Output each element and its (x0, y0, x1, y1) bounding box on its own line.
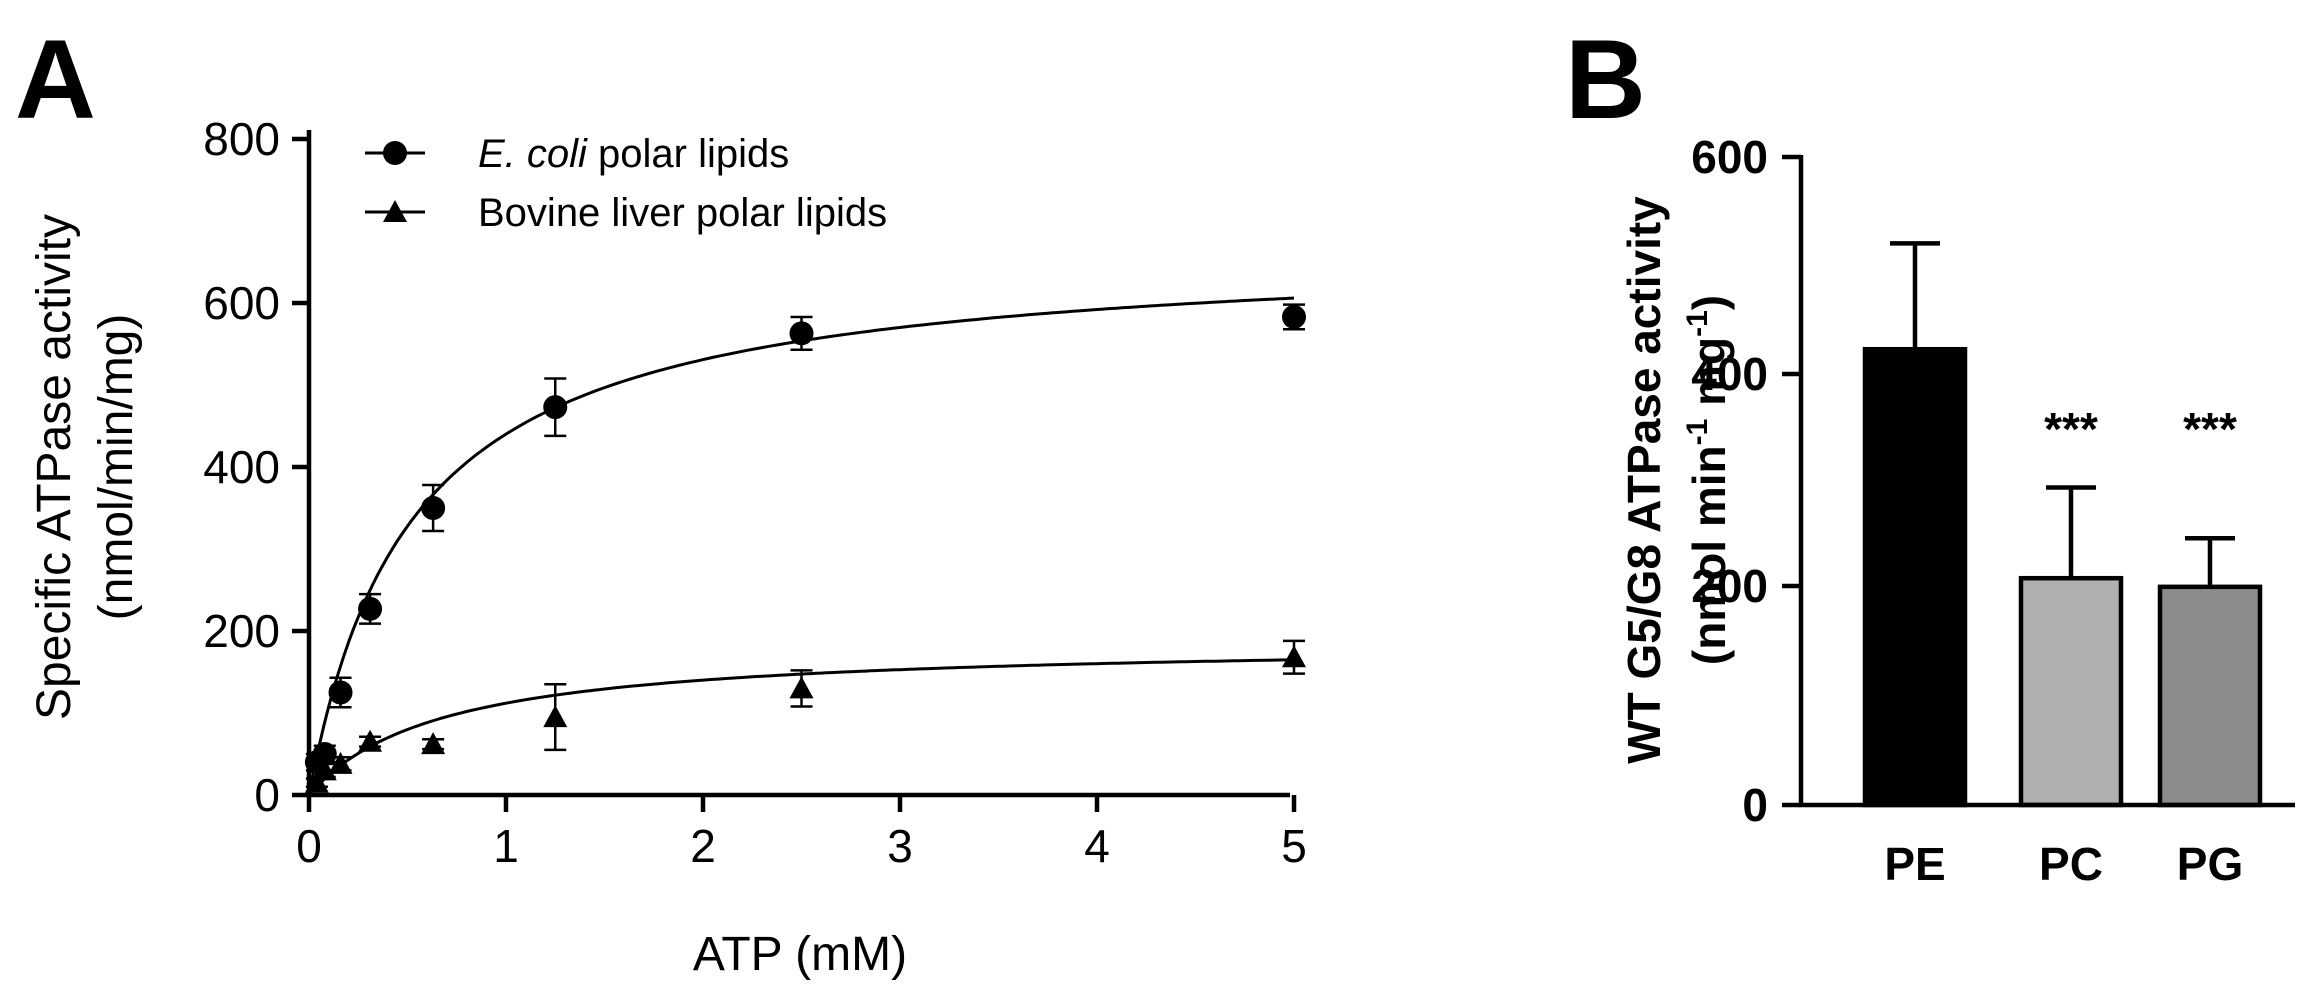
chart-b-y-tick-label: 0 (1742, 779, 1768, 831)
chart-a-y-axis-title: Specific ATPase activity (28, 214, 81, 720)
legend-triangle-marker (383, 200, 407, 222)
chart-a-x-tick-label: 4 (1084, 820, 1110, 872)
chart-a-x-tick-label: 0 (296, 820, 322, 872)
bar-pc (2018, 575, 2124, 808)
data-point-bovine (421, 732, 446, 755)
fit-curve-ecoli (307, 296, 1295, 796)
significance-label-pg: *** (2183, 403, 2237, 455)
chart-a-x-tick-label: 3 (887, 820, 913, 872)
legend-label-ecoli: E. coli polar lipids (478, 132, 789, 176)
chart-b-y-unit-post: ) (1683, 295, 1735, 310)
panel-a-label: A (15, 17, 96, 142)
chart-b-y-unit-mid: mg (1683, 337, 1735, 419)
legend-label-ecoli-italic: E. coli (478, 132, 588, 176)
bar-pe (1862, 346, 1968, 808)
chart-b-y-tick-label: 400 (1691, 348, 1768, 400)
chart-b-x-tick-label: PG (2177, 838, 2243, 890)
chart-a-y-axis-subtitle: (nmol/min/mg) (90, 314, 143, 621)
chart-b-y-axis-title: WT G5/G8 ATPase activity (1618, 196, 1670, 764)
data-point-bovine (789, 676, 814, 699)
chart-b-x-tick-label: PE (1884, 838, 1945, 890)
chart-a-y-tick-label: 800 (203, 113, 280, 165)
chart-a-y-tick-label: 0 (254, 769, 280, 821)
chart-b-y-unit-pre: (nmol min (1683, 445, 1735, 665)
chart-b-y-tick-label: 600 (1691, 131, 1768, 183)
data-point-ecoli (358, 596, 383, 621)
data-point-bovine (543, 705, 568, 728)
chart-a-x-tick-label: 2 (690, 820, 716, 872)
data-point-bovine (1282, 645, 1306, 668)
chart-b-plot: *** *** (1862, 241, 2263, 808)
bar-pg (2157, 584, 2263, 808)
chart-a-y-tick-label: 400 (203, 441, 280, 493)
chart-a-y-tick-label: 200 (203, 605, 280, 657)
panel-b-label: B (1565, 17, 1646, 142)
chart-a-x-axis-title: ATP (mM) (693, 928, 907, 981)
data-point-ecoli (543, 395, 568, 420)
chart-a-plot (304, 296, 1306, 796)
panel-a: A 0 1 2 3 4 5 0 200 400 600 (15, 17, 1307, 981)
data-point-ecoli (1282, 304, 1306, 329)
chart-a-x-ticks: 0 1 2 3 4 5 (296, 795, 1307, 872)
chart-b-x-ticks: PE PC PG (1884, 838, 2243, 890)
data-point-bovine (312, 758, 337, 781)
chart-b-x-tick-label: PC (2039, 838, 2103, 890)
chart-a-y-tick-label: 600 (203, 277, 280, 329)
chart-b-y-tick-label: 200 (1691, 560, 1768, 612)
data-point-ecoli (421, 496, 446, 520)
data-point-bovine (358, 729, 383, 752)
data-point-ecoli (789, 321, 814, 346)
panel-b: B *** *** 0 200 400 600 WT G5/G8 ATPase a… (1565, 17, 2295, 890)
legend-label-bovine: Bovine liver polar lipids (478, 191, 887, 235)
data-point-bovine (328, 751, 353, 774)
significance-label-pc: *** (2044, 403, 2098, 455)
chart-a-y-ticks: 0 200 400 600 800 (203, 113, 309, 821)
chart-a-x-tick-label: 5 (1281, 820, 1307, 872)
legend-label-ecoli-rest: polar lipids (587, 132, 789, 176)
data-point-ecoli (312, 742, 337, 766)
legend-entry-bovine: Bovine liver polar lipids (365, 191, 887, 235)
chart-b-y-axis-subtitle: (nmol min-1 mg-1) (1681, 295, 1735, 665)
chart-a-legend: E. coli polar lipids Bovine liver polar … (365, 132, 887, 235)
chart-b-y-unit-sup-1: -1 (1681, 419, 1714, 446)
chart-b-y-ticks: 0 200 400 600 (1691, 131, 1801, 831)
chart-a-x-tick-label: 1 (493, 820, 519, 872)
data-point-ecoli (328, 680, 353, 705)
legend-circle-marker (383, 141, 407, 165)
legend-entry-ecoli: E. coli polar lipids (365, 132, 789, 176)
chart-b-y-unit-sup-2: -1 (1681, 310, 1714, 337)
